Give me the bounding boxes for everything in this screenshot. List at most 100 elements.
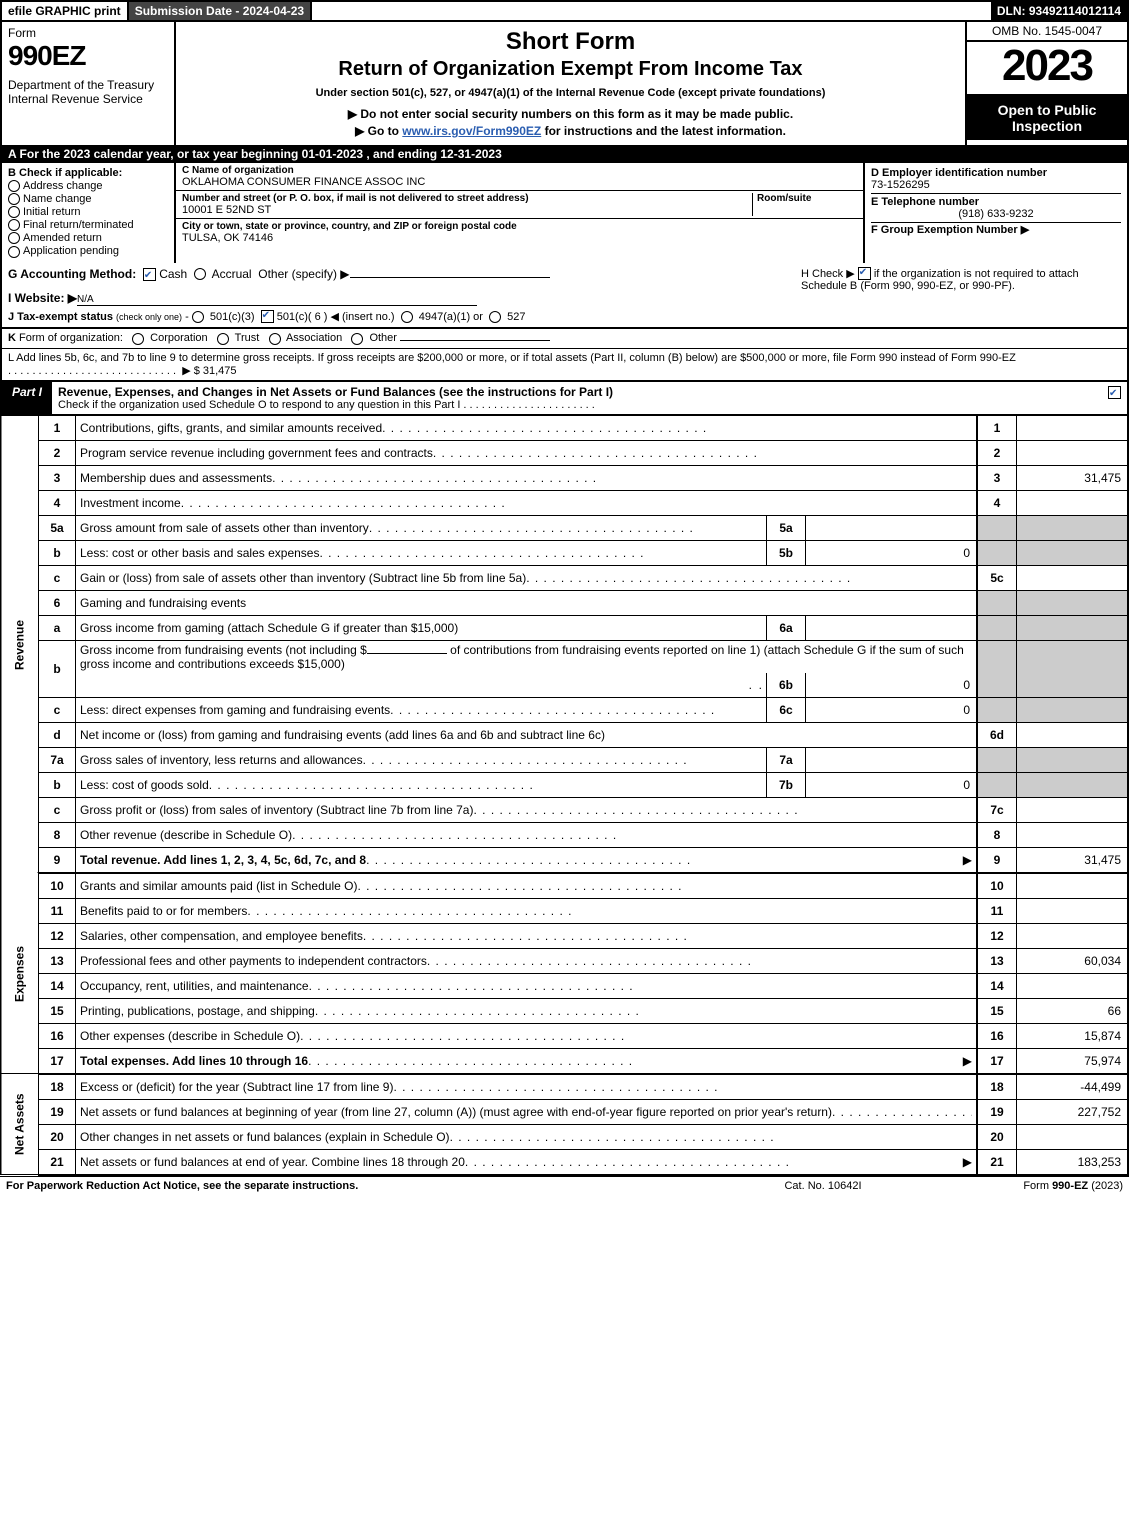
part-i-header: Part I Revenue, Expenses, and Changes in… — [0, 382, 1129, 416]
line-k: K Form of organization: Corporation Trus… — [0, 329, 1129, 348]
street: 10001 E 52ND ST — [182, 204, 271, 216]
line-5a: 5aGross amount from sale of assets other… — [1, 515, 1128, 540]
line-3: 3Membership dues and assessments331,475 — [1, 465, 1128, 490]
dln-number: DLN: 93492114012114 — [991, 2, 1127, 20]
cb-cash[interactable] — [143, 268, 156, 281]
cb-name-change[interactable]: Name change — [8, 193, 168, 205]
org-name: OKLAHOMA CONSUMER FINANCE ASSOC INC — [182, 176, 425, 188]
line-6d: dNet income or (loss) from gaming and fu… — [1, 722, 1128, 747]
under-section: Under section 501(c), 527, or 4947(a)(1)… — [182, 87, 959, 99]
line-19: 19Net assets or fund balances at beginni… — [1, 1099, 1128, 1124]
tax-year: 2023 — [967, 42, 1127, 96]
line-6b-top: bGross income from fundraising events (n… — [1, 640, 1128, 673]
line-1: Revenue 1 Contributions, gifts, grants, … — [1, 416, 1128, 441]
val-18: -44,499 — [1017, 1074, 1129, 1100]
section-a-period: A For the 2023 calendar year, or tax yea… — [0, 145, 1129, 163]
paperwork-notice: For Paperwork Reduction Act Notice, see … — [6, 1180, 723, 1192]
val-16: 15,874 — [1017, 1023, 1129, 1048]
line-21: 21Net assets or fund balances at end of … — [1, 1149, 1128, 1175]
val-3: 31,475 — [1017, 465, 1129, 490]
val-9: 31,475 — [1017, 847, 1129, 873]
line-16: 16Other expenses (describe in Schedule O… — [1, 1023, 1128, 1048]
line-6b-bot: . .6b0 — [1, 673, 1128, 698]
line-g: G Accounting Method: Cash Accrual Other … — [8, 267, 801, 281]
line-7a: 7aGross sales of inventory, less returns… — [1, 747, 1128, 772]
form-ref: Form 990-EZ (2023) — [923, 1180, 1123, 1192]
line-17: 17Total expenses. Add lines 10 through 1… — [1, 1048, 1128, 1074]
instruction-goto: ▶ Go to www.irs.gov/Form990EZ for instru… — [182, 124, 959, 138]
cb-final-return[interactable]: Final return/terminated — [8, 219, 168, 231]
line-i: I Website: ▶N/A — [8, 291, 801, 306]
department-label: Department of the Treasury Internal Reve… — [8, 78, 168, 106]
efile-print[interactable]: efile GRAPHIC print — [2, 2, 129, 20]
line-8: 8Other revenue (describe in Schedule O)8 — [1, 822, 1128, 847]
form-number: 990EZ — [8, 40, 168, 72]
line-5b: bLess: cost or other basis and sales exp… — [1, 540, 1128, 565]
short-form-title: Short Form — [182, 28, 959, 56]
b-title: B Check if applicable: — [8, 167, 168, 179]
line-13: 13Professional fees and other payments t… — [1, 948, 1128, 973]
open-public-badge: Open to Public Inspection — [967, 96, 1127, 140]
val-15: 66 — [1017, 998, 1129, 1023]
val-21: 183,253 — [1017, 1149, 1129, 1175]
line-18: Net Assets 18Excess or (deficit) for the… — [1, 1074, 1128, 1100]
netassets-side-label: Net Assets — [1, 1074, 39, 1175]
irs-link[interactable]: www.irs.gov/Form990EZ — [402, 124, 541, 138]
line-12: 12Salaries, other compensation, and empl… — [1, 923, 1128, 948]
revenue-side-label: Revenue — [1, 416, 39, 873]
ein-value: 73-1526295 — [871, 179, 930, 191]
phone-field: E Telephone number(918) 633-9232 — [871, 194, 1121, 223]
page-footer: For Paperwork Reduction Act Notice, see … — [0, 1176, 1129, 1195]
cb-schedule-o[interactable] — [1108, 386, 1121, 399]
instruction-ssn: ▶ Do not enter social security numbers o… — [182, 107, 959, 121]
col-b-checkboxes: B Check if applicable: Address change Na… — [2, 163, 176, 263]
ein-field: D Employer identification number73-15262… — [871, 165, 1121, 194]
form-word: Form — [8, 26, 168, 40]
form-header: Form 990EZ Department of the Treasury In… — [0, 22, 1129, 145]
line-6a: aGross income from gaming (attach Schedu… — [1, 615, 1128, 640]
line-4: 4Investment income4 — [1, 490, 1128, 515]
gross-receipts: ▶ $ 31,475 — [182, 365, 236, 377]
line-9: 9Total revenue. Add lines 1, 2, 3, 4, 5c… — [1, 847, 1128, 873]
org-name-field: C Name of organization OKLAHOMA CONSUMER… — [176, 163, 863, 191]
top-bar: efile GRAPHIC print Submission Date - 20… — [0, 0, 1129, 22]
cb-address-change[interactable]: Address change — [8, 180, 168, 192]
cb-schedule-b[interactable] — [858, 267, 871, 280]
city: TULSA, OK 74146 — [182, 232, 273, 244]
phone-value: (918) 633-9232 — [871, 208, 1121, 220]
part-i-table: Revenue 1 Contributions, gifts, grants, … — [0, 416, 1129, 1176]
year-block: OMB No. 1545-0047 2023 Open to Public In… — [967, 22, 1127, 145]
street-field: Number and street (or P. O. box, if mail… — [176, 191, 863, 219]
line-5c: cGain or (loss) from sale of assets othe… — [1, 565, 1128, 590]
cb-pending[interactable]: Application pending — [8, 245, 168, 257]
line-6: 6Gaming and fundraising events — [1, 590, 1128, 615]
line-7c: cGross profit or (loss) from sales of in… — [1, 797, 1128, 822]
cb-initial-return[interactable]: Initial return — [8, 206, 168, 218]
line-11: 11Benefits paid to or for members11 — [1, 898, 1128, 923]
other-method-input[interactable] — [350, 277, 550, 278]
group-exemption: F Group Exemption Number ▶ — [871, 223, 1121, 236]
cat-number: Cat. No. 10642I — [723, 1180, 923, 1192]
entity-block: B Check if applicable: Address change Na… — [0, 163, 1129, 263]
line-j: J Tax-exempt status (check only one) - 5… — [8, 310, 801, 324]
omb-number: OMB No. 1545-0047 — [967, 22, 1127, 42]
col-c-org: C Name of organization OKLAHOMA CONSUMER… — [176, 163, 865, 263]
line-14: 14Occupancy, rent, utilities, and mainte… — [1, 973, 1128, 998]
submission-date: Submission Date - 2024-04-23 — [129, 2, 312, 20]
cb-accrual[interactable] — [194, 268, 206, 280]
title-block: Short Form Return of Organization Exempt… — [176, 22, 967, 145]
line-h: H Check ▶ if the organization is not req… — [801, 267, 1121, 324]
row-ghij: G Accounting Method: Cash Accrual Other … — [0, 263, 1129, 330]
part-i-title: Revenue, Expenses, and Changes in Net As… — [52, 382, 1102, 414]
line-l: L Add lines 5b, 6c, and 7b to line 9 to … — [0, 349, 1129, 382]
return-title: Return of Organization Exempt From Incom… — [182, 58, 959, 81]
line-20: 20Other changes in net assets or fund ba… — [1, 1124, 1128, 1149]
val-19: 227,752 — [1017, 1099, 1129, 1124]
cb-amended[interactable]: Amended return — [8, 232, 168, 244]
line-7b: bLess: cost of goods sold7b0 — [1, 772, 1128, 797]
line-2: 2Program service revenue including gover… — [1, 440, 1128, 465]
line-6c: cLess: direct expenses from gaming and f… — [1, 697, 1128, 722]
line-10: Expenses 10Grants and similar amounts pa… — [1, 873, 1128, 899]
val-13: 60,034 — [1017, 948, 1129, 973]
val-17: 75,974 — [1017, 1048, 1129, 1074]
